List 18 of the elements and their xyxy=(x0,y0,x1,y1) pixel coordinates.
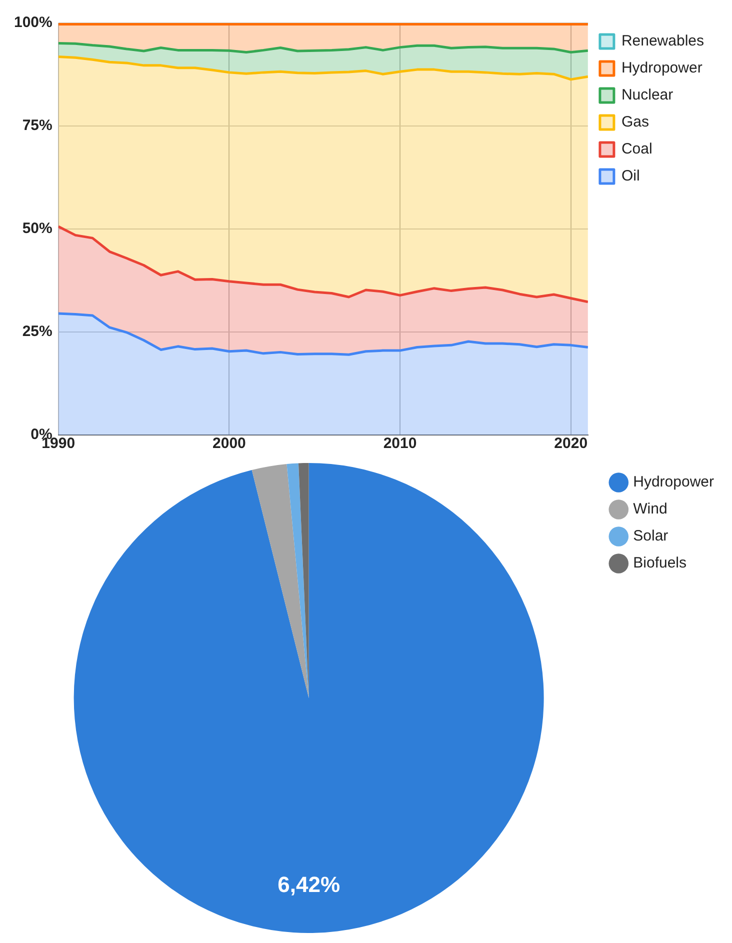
y-tick-label: 50% xyxy=(22,220,52,238)
legend-label: Nuclear xyxy=(621,86,674,104)
y-tick-label: 100% xyxy=(14,14,52,32)
y-tick-label: 75% xyxy=(22,117,52,134)
legend-label: Hydropower xyxy=(633,474,714,491)
legend-label: Renewables xyxy=(621,32,704,50)
y-tick-label: 25% xyxy=(22,323,52,340)
x-tick-label: 2010 xyxy=(383,435,417,452)
legend-label: Biofuels xyxy=(633,554,687,572)
x-tick-label: 2000 xyxy=(212,435,246,452)
legend-label: Hydropower xyxy=(621,60,702,77)
x-tick-label: 2020 xyxy=(554,435,588,452)
legend-label: Coal xyxy=(621,140,652,158)
legend-label: Wind xyxy=(633,500,668,518)
legend-label: Solar xyxy=(633,528,668,545)
text: 6,42% xyxy=(278,872,340,898)
legend-label: Gas xyxy=(621,114,649,131)
legend-label: Oil xyxy=(621,168,640,185)
